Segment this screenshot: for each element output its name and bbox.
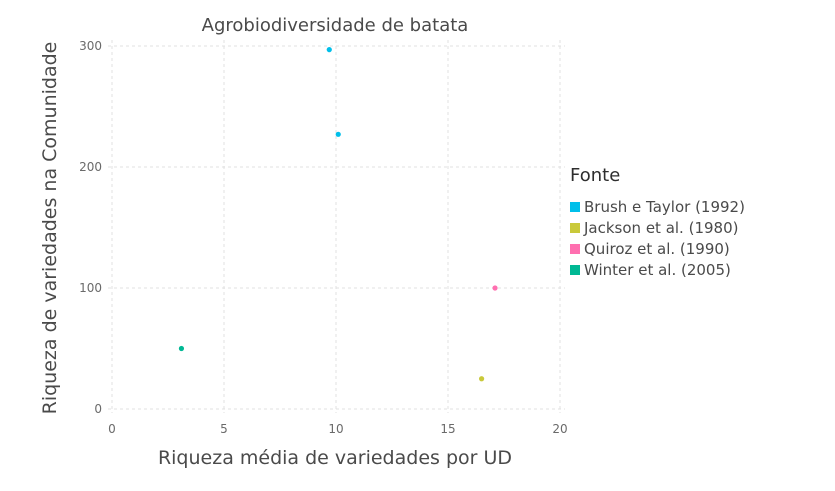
data-point xyxy=(479,376,485,382)
data-points xyxy=(178,47,498,382)
x-tick-label: 5 xyxy=(220,422,228,436)
data-point xyxy=(178,345,185,352)
grid-lines-x xyxy=(111,40,561,413)
x-tick-label: 10 xyxy=(328,422,343,436)
legend-swatch xyxy=(570,265,580,275)
plot-area: 0 5 10 15 20 0 100 200 300 xyxy=(79,39,568,436)
x-axis-label: Riqueza média de variedades por UD xyxy=(158,447,512,469)
y-axis-label: Riqueza de variedades na Comunidade xyxy=(39,42,61,415)
y-tick-label: 100 xyxy=(79,281,102,295)
y-tick-label: 300 xyxy=(79,39,102,53)
legend-swatch xyxy=(570,223,580,233)
y-tick-label: 200 xyxy=(79,160,102,174)
legend-label: Jackson et al. (1980) xyxy=(583,219,738,237)
legend-label: Brush e Taylor (1992) xyxy=(584,198,745,216)
chart-title: Agrobiodiversidade de batata xyxy=(202,15,469,36)
legend-label: Winter et al. (2005) xyxy=(584,261,731,279)
x-tick-label: 20 xyxy=(552,422,567,436)
y-axis-ticks: 0 100 200 300 xyxy=(79,39,102,416)
x-tick-label: 0 xyxy=(108,422,116,436)
y-tick-label: 0 xyxy=(94,402,102,416)
data-point xyxy=(492,285,498,291)
legend-title: Fonte xyxy=(570,165,620,186)
x-axis-ticks: 0 5 10 15 20 xyxy=(108,422,567,436)
grid-lines-y xyxy=(108,45,565,410)
data-point xyxy=(326,47,332,53)
legend: Fonte Brush e Taylor (1992) Jackson et al… xyxy=(570,165,745,279)
x-tick-label: 15 xyxy=(440,422,455,436)
data-point xyxy=(335,131,341,137)
legend-swatch xyxy=(570,202,580,212)
legend-label: Quiroz et al. (1990) xyxy=(584,240,730,258)
legend-items: Brush e Taylor (1992) Jackson et al. (198… xyxy=(570,198,745,279)
legend-swatch xyxy=(570,244,580,254)
